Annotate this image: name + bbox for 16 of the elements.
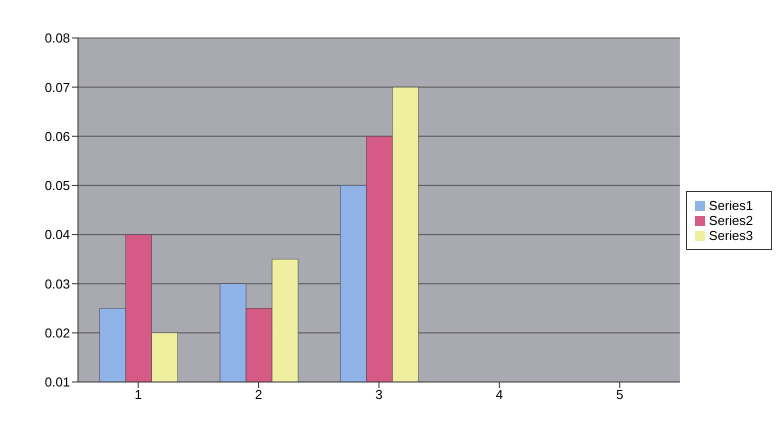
y-tick-label: 0.02: [44, 325, 70, 340]
x-tick-label: 4: [496, 387, 503, 402]
y-tick-label: 0.03: [44, 276, 70, 292]
x-tick-label: 5: [616, 387, 624, 402]
x-tick-label: 3: [375, 387, 383, 402]
legend-label: Series1: [708, 198, 753, 212]
y-tick-label: 0.06: [44, 128, 70, 144]
y-tick-label: 0.04: [44, 227, 70, 242]
y-tick-label: 0.07: [44, 80, 70, 95]
y-tick-label: 0.05: [44, 178, 70, 194]
legend-label: Series2: [708, 212, 753, 228]
x-tick-label: 1: [134, 387, 142, 402]
legend-label: Series3: [708, 228, 753, 242]
y-tick-label: 0.08: [44, 30, 70, 46]
x-tick-label: 2: [254, 387, 262, 402]
y-tick-label: 0.01: [44, 374, 70, 390]
